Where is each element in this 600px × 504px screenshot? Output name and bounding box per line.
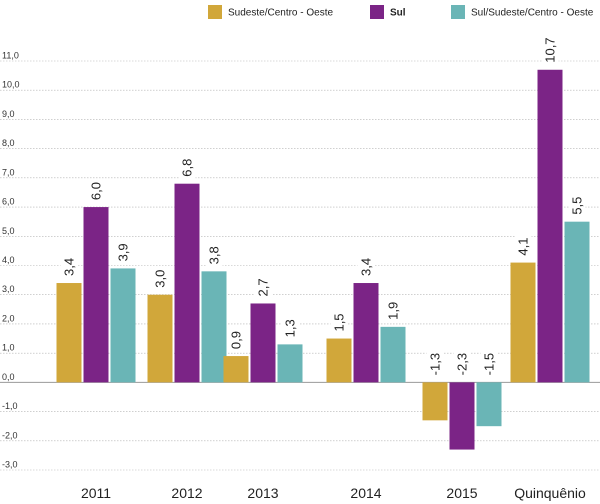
y-tick-label: 3,0 [2,284,15,294]
data-label: 2,7 [256,278,271,296]
y-tick-label: 11,0 [2,51,19,61]
y-tick-label: 9,0 [2,109,15,119]
data-label: 3,4 [359,258,374,276]
data-labels: 3,4 6,0 3,9 3,0 6,8 3,8 0,9 2,7 1,3 1,5 3,4 1,9 -1,3… [60,35,586,378]
bar [564,221,590,383]
bar [83,207,109,383]
legend: Sudeste/Centro - Oeste Sul Sul/Sudeste/Cen… [208,5,594,19]
y-axis-ticks: 11,0 10,0 9,0 8,0 7,0 6,0 5,0 4,0 3,0 2,0 1,0 0,0 -1… [2,51,20,470]
x-category-label: 2015 [446,485,477,501]
bar [380,326,406,383]
legend-swatch [208,5,222,19]
data-label: 3,0 [153,270,168,288]
bar [326,338,352,383]
y-tick-label: -3,0 [2,460,18,470]
bar [223,356,249,383]
data-label-background [384,299,402,322]
y-tick-label: 5,0 [2,226,15,236]
y-tick-label: 1,0 [2,343,15,353]
bar [174,183,200,383]
data-label: 3,4 [62,258,77,276]
data-label-background [568,194,586,217]
x-axis-categories: 2011 2012 2013 2014 2015 Quinquênio [81,485,586,501]
data-label-background [114,241,132,264]
bar [56,283,82,383]
bar [147,294,173,383]
x-category-label: 2014 [350,485,381,501]
data-label: -1,3 [428,353,443,375]
x-category-label: 2012 [171,485,202,501]
legend-label: Sul/Sudeste/Centro - Oeste [471,8,594,19]
y-tick-label: 0,0 [2,372,15,382]
data-label-background [357,255,375,279]
data-label-background [330,311,348,334]
bar [510,262,536,383]
data-label-background [178,156,196,179]
data-label: 4,1 [516,238,531,256]
data-label-background [541,35,559,65]
data-label: 3,8 [207,246,222,264]
y-tick-label: 7,0 [2,167,15,177]
x-category-label: Quinquênio [514,485,586,501]
data-label: 0,9 [229,331,244,349]
data-label-background [151,267,169,290]
data-label-background [227,328,245,352]
bars [56,69,590,450]
data-label: 5,5 [570,197,585,215]
legend-swatch [370,5,384,19]
data-label: 1,9 [386,302,401,320]
x-category-label: 2011 [81,485,111,501]
legend-label: Sudeste/Centro - Oeste [228,8,333,19]
data-label-background [254,276,272,299]
data-label: -1,5 [482,353,497,375]
data-label-background [426,350,444,378]
bar [449,382,475,450]
y-tick-label: 10,0 [2,80,20,90]
bar [250,303,276,383]
y-tick-label: -2,0 [2,430,18,440]
legend-label: Sul [390,8,406,19]
y-tick-label: 6,0 [2,197,15,207]
data-label-background [281,317,299,340]
x-category-label: 2013 [247,485,278,501]
data-label-background [60,255,78,279]
legend-swatch [451,5,465,19]
bar [422,382,448,421]
data-label-background [453,350,471,378]
data-label: 1,3 [283,319,298,337]
y-tick-label: 4,0 [2,255,15,265]
y-tick-label: 2,0 [2,313,15,323]
data-label: 6,0 [89,182,104,200]
data-label-background [205,244,223,267]
data-label-background [87,179,105,203]
bar [353,283,379,383]
data-label: 3,9 [116,243,131,261]
y-tick-label: 8,0 [2,138,15,148]
data-label: -2,3 [455,353,470,375]
data-label-background [480,350,498,378]
bar [201,271,227,383]
data-label: 6,8 [180,159,195,177]
data-label: 1,5 [332,313,347,331]
bar [110,268,136,383]
bar [476,382,502,427]
y-tick-label: -1,0 [2,401,18,411]
data-label: 10,7 [543,37,558,62]
data-label-background [514,235,532,258]
bar [537,69,563,383]
bar [277,344,303,383]
